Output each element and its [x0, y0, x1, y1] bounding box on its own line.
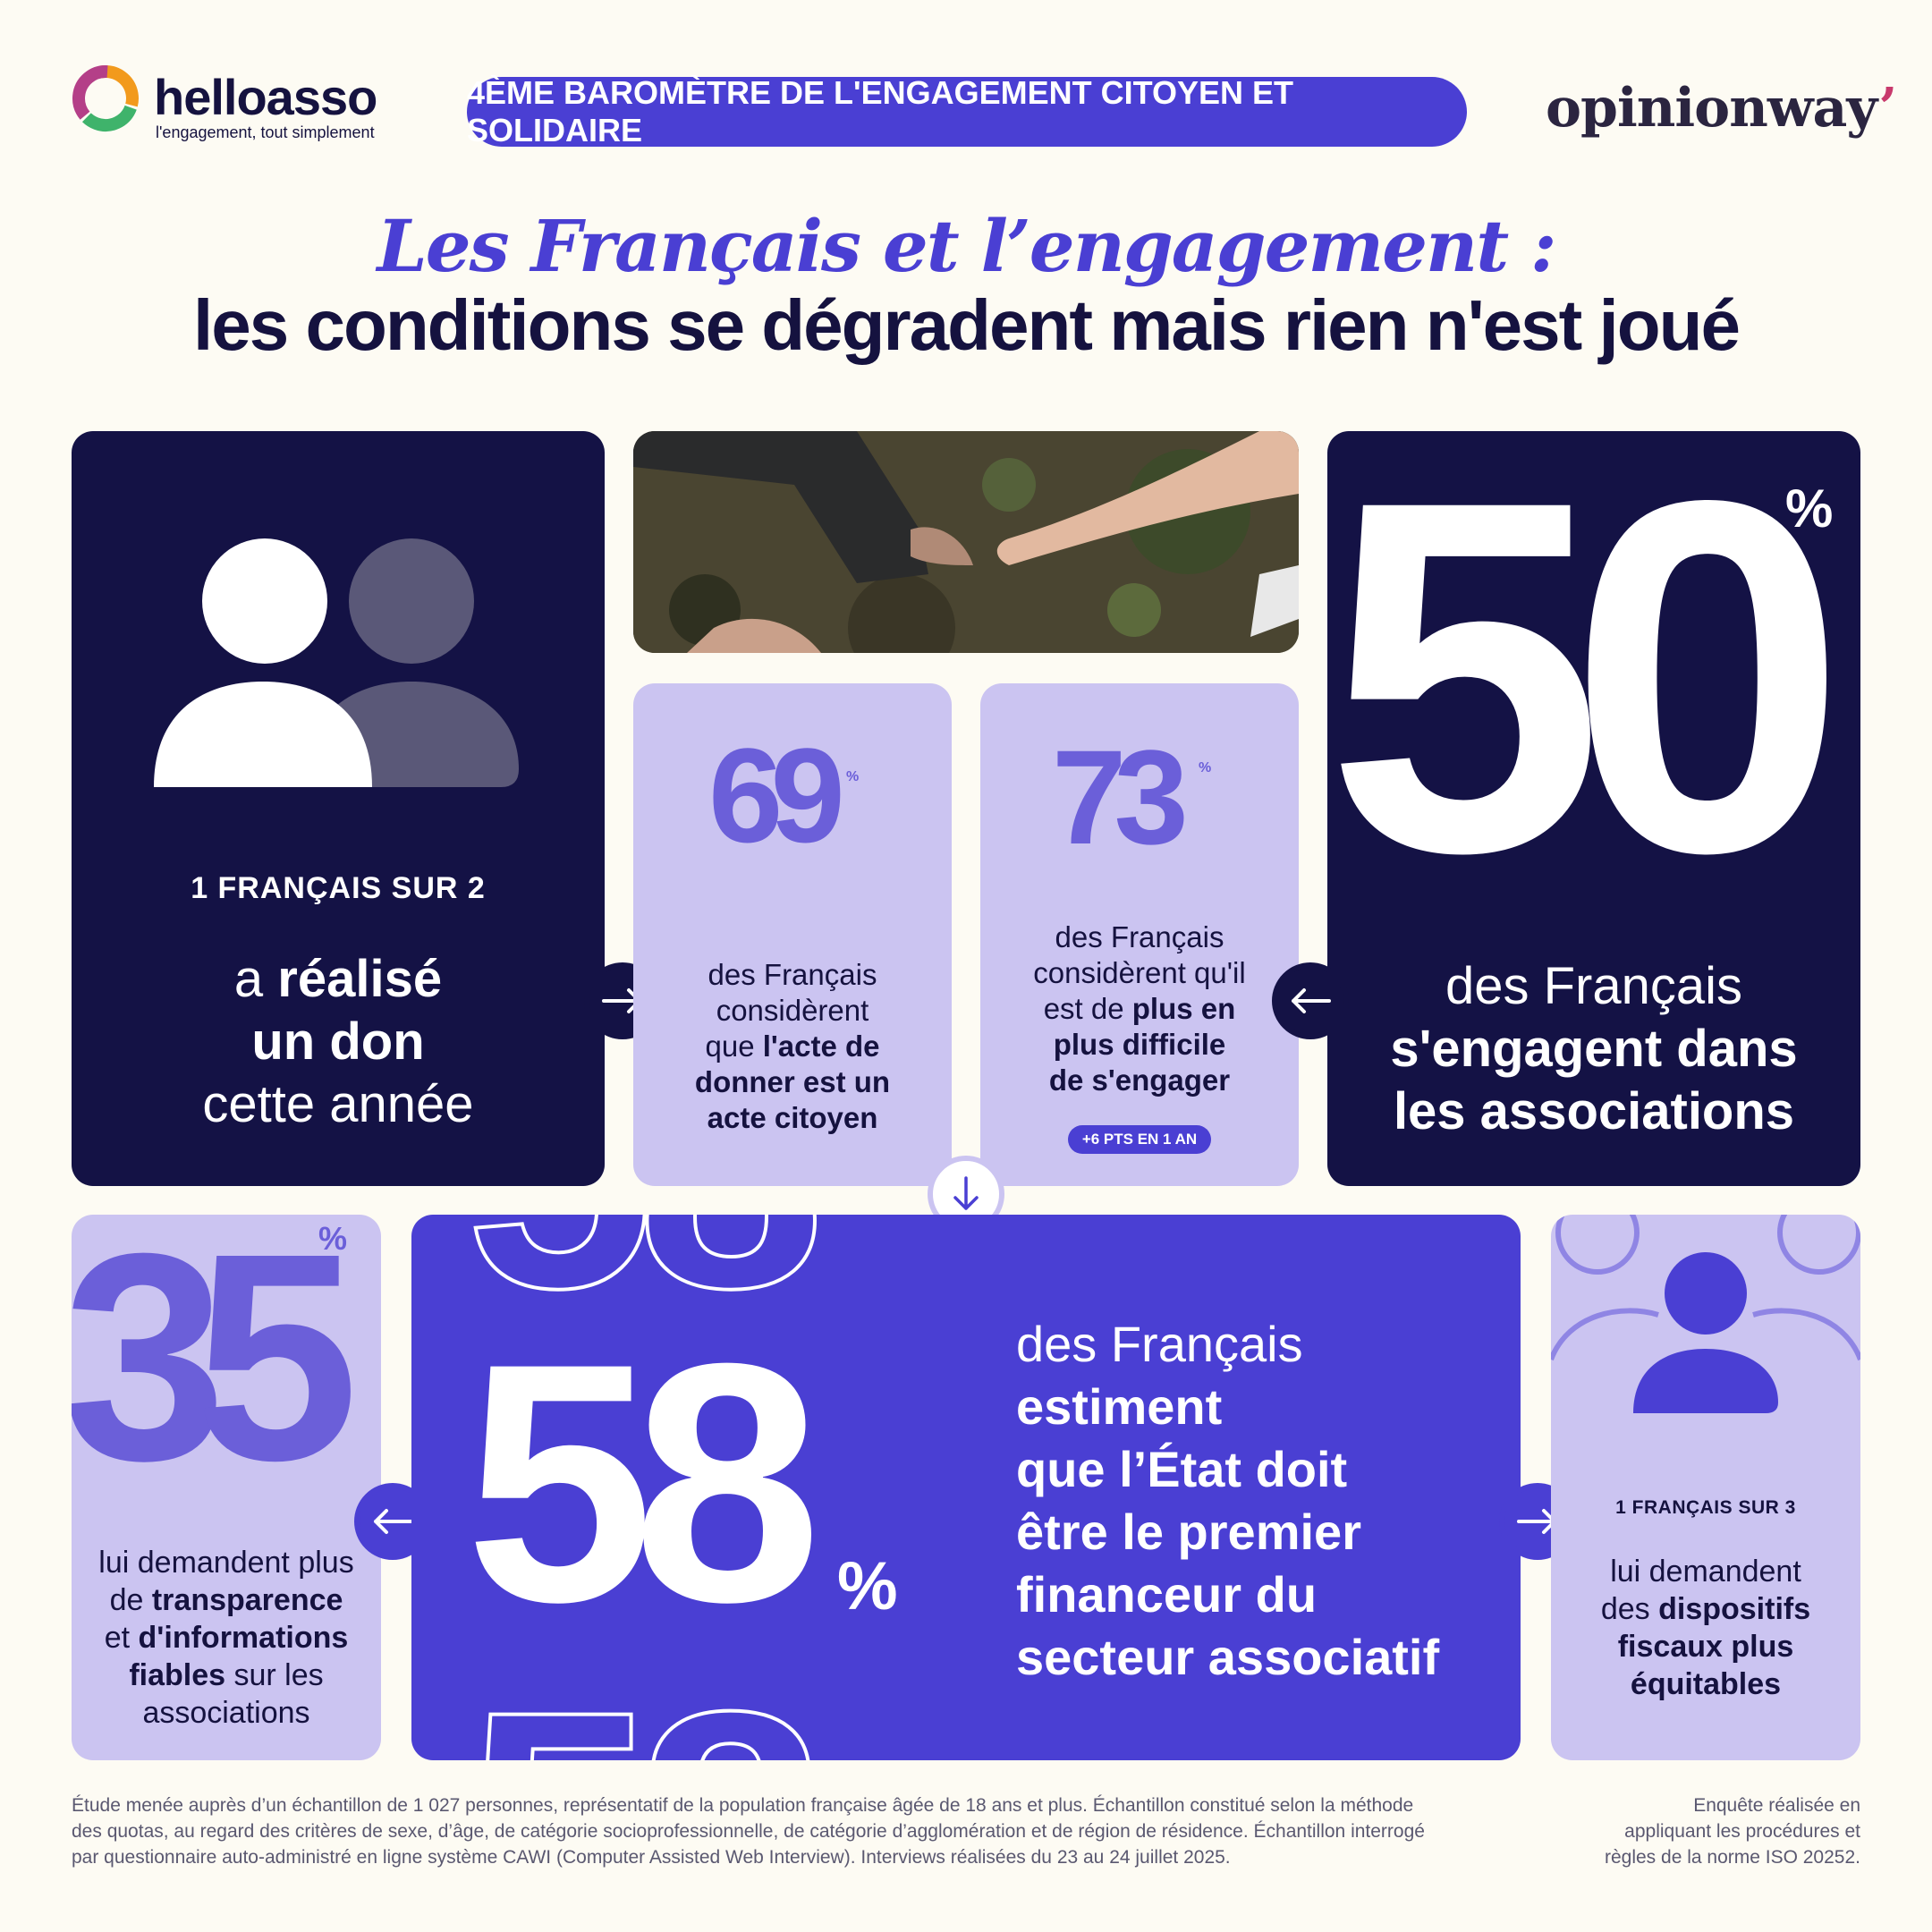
stat-pct-35: % — [318, 1220, 348, 1257]
stat-number-73: 73 — [1052, 722, 1189, 872]
badge-wrap: +6 PTS EN 1 AN — [980, 1125, 1299, 1154]
page-title-line2: les conditions se dégradent mais rien n'… — [193, 285, 1741, 365]
card-58: 58 58 58 % des Français estiment que l’É… — [411, 1215, 1521, 1760]
stat-pct-58: % — [837, 1548, 898, 1624]
svg-text:58: 58 — [465, 1215, 817, 1359]
banner-title: 4ÈME BAROMÈTRE DE L'ENGAGEMENT CITOYEN E… — [467, 74, 1467, 148]
people-icon — [154, 538, 519, 787]
stat-pct-69: % — [846, 769, 860, 784]
arrow-left-icon — [1272, 962, 1349, 1039]
card-73: 73 % des Français considèrent qu'il est … — [980, 683, 1299, 1186]
card-35-text: lui demandent plus de transparence et d'… — [98, 1546, 354, 1730]
page-title-line1: Les Français et l’engagement : — [377, 204, 1556, 288]
card-don-text: a réalisé un don cette année — [202, 950, 474, 1133]
person-group-icon — [1551, 1215, 1860, 1413]
card-73-text: des Français considèrent qu'il est de pl… — [1033, 920, 1246, 1097]
card-don-kicker: 1 FRANÇAIS SUR 2 — [191, 871, 486, 905]
helloasso-logo-icon — [72, 65, 139, 131]
brand-tagline: l'engagement, tout simplement — [156, 123, 375, 141]
card-58-text: des Français estiment que l’État doit êt… — [1016, 1316, 1440, 1685]
card-1sur3-text: lui demandent des dispositifs fiscaux pl… — [1600, 1555, 1811, 1701]
stat-pct-73: % — [1199, 760, 1212, 775]
card-1sur3: 1 FRANÇAIS SUR 3 lui demandent des dispo… — [1551, 1215, 1860, 1760]
trend-badge: +6 PTS EN 1 AN — [1067, 1125, 1212, 1154]
stat-pct-50: % — [1785, 479, 1834, 538]
card-50: 50 % des Français s'engagent dans les as… — [1327, 431, 1860, 1186]
card-1sur3-kicker: 1 FRANÇAIS SUR 3 — [1615, 1497, 1796, 1518]
card-don: 1 FRANÇAIS SUR 2 a réalisé un don cette … — [72, 431, 605, 1186]
card-69-text: des Français considèrent que l'acte de d… — [694, 958, 891, 1134]
svg-text:58: 58 — [465, 1640, 817, 1760]
footer-methodology: Étude menée auprès d’un échantillon de 1… — [72, 1795, 1425, 1868]
partner-logo: opinionway’ — [1546, 77, 1897, 140]
photo-hands-soil — [633, 431, 1299, 653]
card-69: 69 % des Français considèrent que l'acte… — [633, 683, 952, 1186]
stat-number-50: 50 — [1327, 431, 1847, 956]
outline-numbers-decor: 58 58 — [463, 1215, 836, 1760]
stat-number-58: 58 — [465, 1292, 822, 1673]
card-50-text: des Français s'engagent dans les associa… — [1390, 957, 1798, 1140]
stat-number-69: 69 — [708, 720, 845, 870]
footer-iso: Enquête réalisée en appliquant les procé… — [1604, 1795, 1860, 1868]
card-35: 35 % lui demandent plus de transparence … — [72, 1215, 381, 1760]
stat-number-35: 35 — [72, 1215, 359, 1521]
brand-name: helloasso — [154, 69, 377, 125]
